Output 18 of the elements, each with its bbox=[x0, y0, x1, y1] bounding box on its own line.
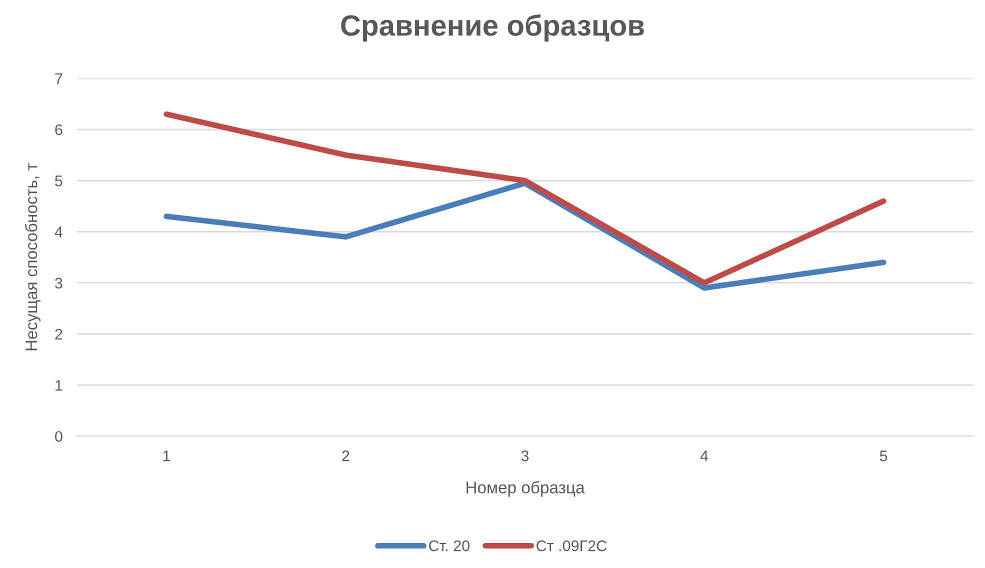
y-tick-label: 6 bbox=[55, 124, 62, 136]
x-tick-label: 4 bbox=[700, 450, 708, 462]
y-tick-label: 2 bbox=[55, 328, 62, 340]
legend-label: Ст .09Г2С bbox=[536, 540, 607, 552]
y-tick-label: 1 bbox=[56, 380, 62, 391]
chart-title: Сравнение образцов bbox=[341, 14, 644, 42]
y-axis-title: Несущая способность, т bbox=[24, 163, 41, 350]
x-tick-label: 3 bbox=[521, 450, 529, 462]
x-tick-label: 2 bbox=[342, 450, 350, 462]
y-tick-label: 0 bbox=[55, 431, 62, 442]
x-tick-label: 5 bbox=[880, 450, 888, 462]
legend-label: Ст. 20 bbox=[429, 540, 470, 552]
y-tick-label: 7 bbox=[55, 73, 62, 84]
y-tick-label: 5 bbox=[55, 176, 62, 186]
y-tick-label: 3 bbox=[55, 278, 62, 289]
y-tick-label: 4 bbox=[54, 226, 62, 238]
x-axis-title: Номер образца bbox=[466, 481, 585, 497]
x-tick-label: 1 bbox=[163, 450, 170, 462]
